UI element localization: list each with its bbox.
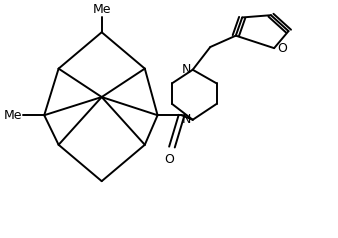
Text: N: N <box>182 113 191 126</box>
Text: N: N <box>182 63 191 76</box>
Text: Me: Me <box>3 109 22 122</box>
Text: O: O <box>277 42 287 55</box>
Text: O: O <box>164 153 174 166</box>
Text: Me: Me <box>93 3 111 16</box>
